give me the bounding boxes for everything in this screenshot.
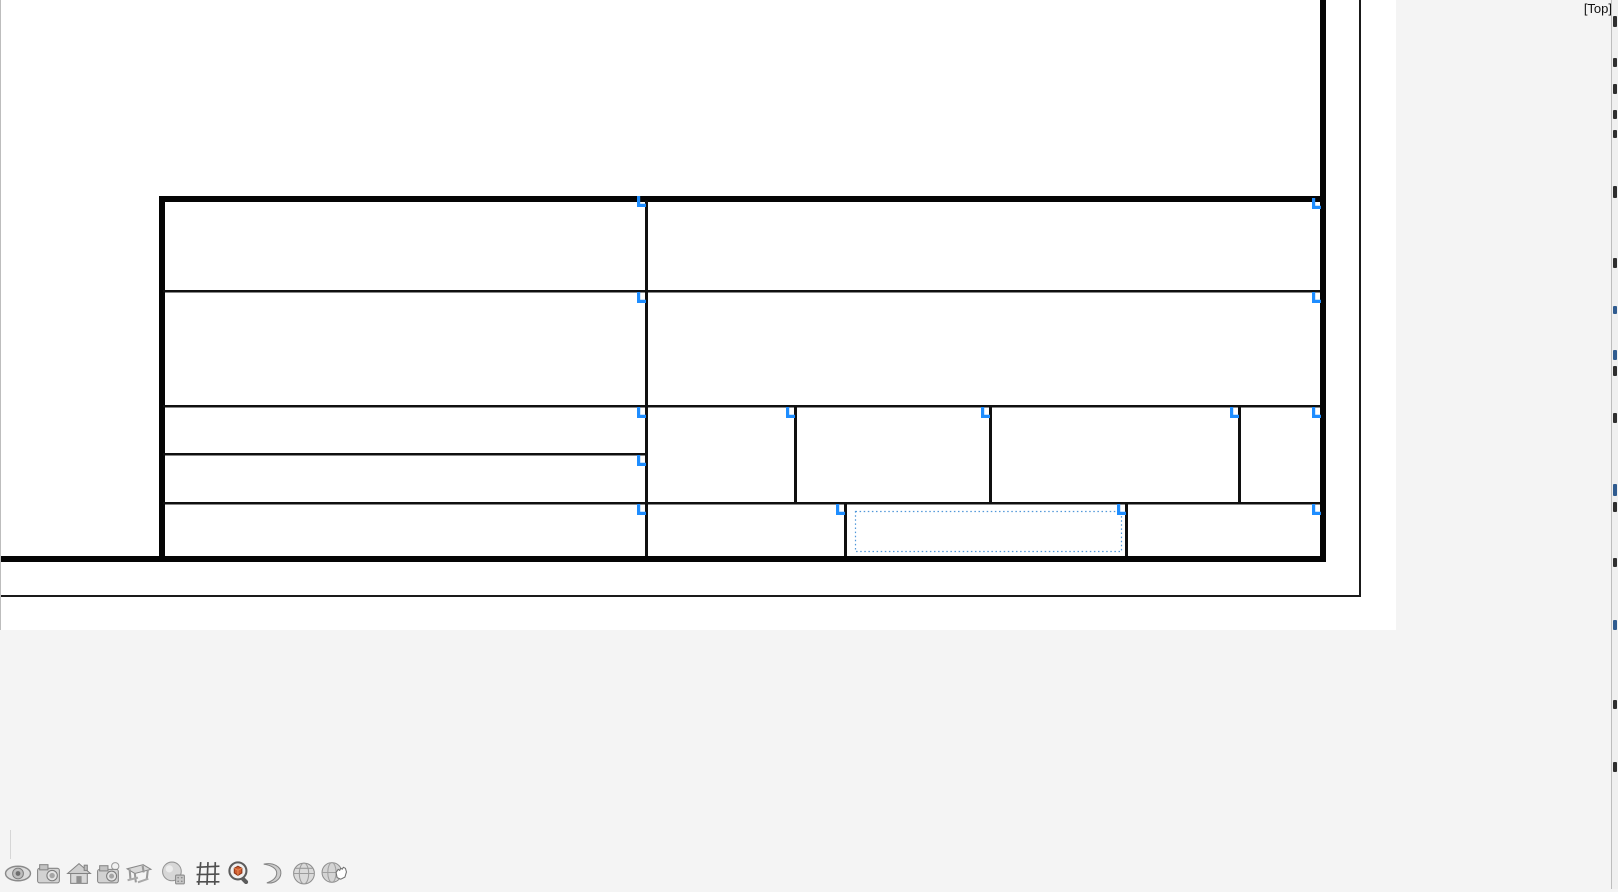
orbit-icon[interactable] xyxy=(257,860,285,887)
titleblock-cell-divider-b[interactable] xyxy=(989,406,992,504)
titleblock-row-line-left-only[interactable] xyxy=(163,453,647,456)
render-sphere-icon[interactable] xyxy=(160,860,188,887)
grip-marker[interactable] xyxy=(637,292,646,303)
camera-icon[interactable] xyxy=(35,860,63,887)
titleblock-row-line-3[interactable] xyxy=(163,502,1320,505)
grip-marker[interactable] xyxy=(637,455,646,466)
grip-marker[interactable] xyxy=(1312,198,1321,209)
clipped-text-fragment xyxy=(1613,484,1617,496)
workbench-icon[interactable] xyxy=(125,860,153,887)
grid-icon[interactable] xyxy=(194,860,222,887)
grip-marker[interactable] xyxy=(836,504,845,515)
clipped-text-fragment xyxy=(1613,700,1617,709)
titleblock-main-divider[interactable] xyxy=(645,200,648,556)
grip-group xyxy=(637,196,1321,515)
clipped-text-fragment xyxy=(1613,58,1617,67)
grip-marker[interactable] xyxy=(637,196,646,207)
frame-bottom-border[interactable] xyxy=(0,556,1326,562)
titleblock-row-line-1[interactable] xyxy=(163,290,1320,293)
clipped-text-fragment xyxy=(1613,16,1617,27)
home-icon[interactable] xyxy=(65,860,93,887)
globe-icon[interactable] xyxy=(290,860,318,887)
view-toolbar xyxy=(0,859,360,889)
viewport-top-label[interactable]: [Top] xyxy=(1583,1,1612,16)
titleblock-bottomrow-divider-a[interactable] xyxy=(844,503,847,556)
titleblock-cell-divider-a[interactable] xyxy=(794,406,797,504)
clipped-text-fragment xyxy=(1613,130,1617,138)
grip-marker[interactable] xyxy=(1230,407,1239,418)
toolbar-edge-line xyxy=(10,830,11,859)
clipped-text-fragment xyxy=(1613,110,1617,119)
zoom-extents-icon[interactable] xyxy=(226,860,254,887)
selected-attribute-field[interactable] xyxy=(854,510,1123,553)
camera-adjust-icon[interactable] xyxy=(95,860,123,887)
named-views-icon[interactable] xyxy=(4,860,32,887)
grip-marker[interactable] xyxy=(786,407,795,418)
titleblock-left-border[interactable] xyxy=(159,196,165,562)
grip-marker[interactable] xyxy=(1312,292,1321,303)
clipped-text-fragment xyxy=(1613,620,1617,630)
window-left-edge-line xyxy=(0,0,1,630)
clipped-right-panel xyxy=(1611,0,1618,889)
grip-marker[interactable] xyxy=(981,407,990,418)
grip-marker[interactable] xyxy=(1117,504,1126,515)
clipped-text-fragment xyxy=(1613,762,1617,772)
pan-globe-icon[interactable] xyxy=(320,860,348,887)
clipped-text-fragment xyxy=(1613,258,1617,268)
grip-marker[interactable] xyxy=(1312,407,1321,418)
clipped-text-fragment xyxy=(1613,84,1617,94)
frame-right-border[interactable] xyxy=(1320,0,1326,562)
clipped-text-fragment xyxy=(1613,306,1617,314)
grip-marker[interactable] xyxy=(1312,504,1321,515)
titleblock-bottomrow-divider-b[interactable] xyxy=(1125,503,1128,556)
clipped-text-fragment xyxy=(1613,558,1617,567)
clipped-text-fragment xyxy=(1613,502,1617,512)
grip-marker[interactable] xyxy=(637,504,646,515)
clipped-text-fragment xyxy=(1613,413,1617,423)
paper-edge-right-line[interactable] xyxy=(1359,0,1361,597)
titleblock-top-border[interactable] xyxy=(159,196,1326,202)
clipped-text-fragment xyxy=(1613,186,1617,198)
titleblock-row-line-2[interactable] xyxy=(163,405,1320,408)
paper-edge-bottom-line[interactable] xyxy=(0,595,1361,597)
titleblock-cell-divider-c[interactable] xyxy=(1238,406,1241,504)
clipped-text-fragment xyxy=(1613,366,1617,376)
clipped-text-fragment xyxy=(1613,350,1617,360)
grip-marker[interactable] xyxy=(637,407,646,418)
paper-sheet xyxy=(0,0,1396,630)
